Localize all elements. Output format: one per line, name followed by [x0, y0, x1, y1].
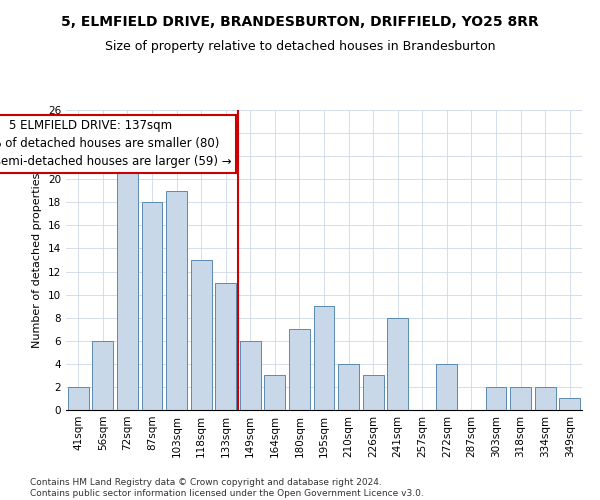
- Bar: [485, 387, 506, 410]
- Bar: [117, 156, 138, 410]
- Bar: [142, 202, 163, 410]
- Bar: [436, 364, 457, 410]
- Bar: [314, 306, 334, 410]
- Bar: [166, 191, 187, 410]
- Text: Size of property relative to detached houses in Brandesburton: Size of property relative to detached ho…: [105, 40, 495, 53]
- Bar: [215, 283, 236, 410]
- Text: 5, ELMFIELD DRIVE, BRANDESBURTON, DRIFFIELD, YO25 8RR: 5, ELMFIELD DRIVE, BRANDESBURTON, DRIFFI…: [61, 15, 539, 29]
- Text: 5 ELMFIELD DRIVE: 137sqm
← 58% of detached houses are smaller (80)
42% of semi-d: 5 ELMFIELD DRIVE: 137sqm ← 58% of detach…: [0, 119, 232, 168]
- Text: Contains HM Land Registry data © Crown copyright and database right 2024.
Contai: Contains HM Land Registry data © Crown c…: [30, 478, 424, 498]
- Bar: [362, 376, 383, 410]
- Bar: [559, 398, 580, 410]
- Y-axis label: Number of detached properties: Number of detached properties: [32, 172, 43, 348]
- Bar: [387, 318, 408, 410]
- Bar: [68, 387, 89, 410]
- Bar: [92, 341, 113, 410]
- Bar: [265, 376, 286, 410]
- Bar: [338, 364, 359, 410]
- Bar: [510, 387, 531, 410]
- Bar: [289, 329, 310, 410]
- Bar: [240, 341, 261, 410]
- Bar: [191, 260, 212, 410]
- Bar: [535, 387, 556, 410]
